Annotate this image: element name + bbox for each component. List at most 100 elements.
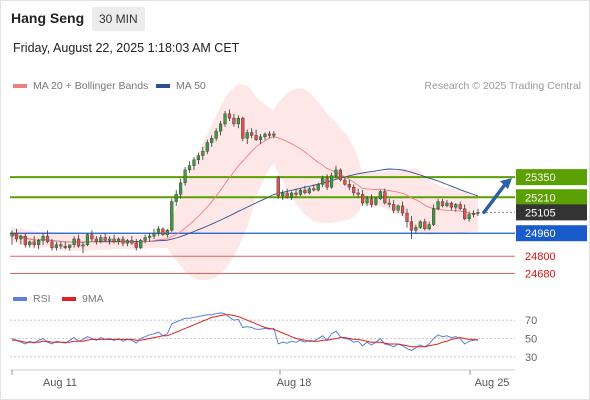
candle xyxy=(352,184,356,196)
candle-body xyxy=(347,184,351,188)
level-badge-24960 xyxy=(516,225,587,242)
candle xyxy=(356,188,360,198)
candle xyxy=(463,204,467,221)
candle xyxy=(471,210,476,218)
candle xyxy=(307,187,311,195)
candle-body xyxy=(183,169,187,184)
x-tick-label: Aug 11 xyxy=(43,377,77,389)
candle xyxy=(223,110,227,127)
candle xyxy=(458,201,462,211)
candle xyxy=(192,156,196,170)
candle-body xyxy=(471,212,476,215)
candle xyxy=(125,238,129,247)
candle xyxy=(298,188,303,196)
candle-body xyxy=(205,142,209,152)
candle xyxy=(134,238,138,251)
level-label-25210: 25210 xyxy=(525,192,556,204)
candle xyxy=(392,200,396,214)
candle-body xyxy=(414,227,418,231)
candle xyxy=(241,116,245,142)
candle xyxy=(236,115,240,129)
level-label-24960: 24960 xyxy=(525,228,556,240)
candle xyxy=(387,198,391,208)
candle-body xyxy=(361,194,365,204)
level-badge-25105 xyxy=(516,204,587,221)
candle-body xyxy=(418,221,422,228)
candle-body xyxy=(147,235,152,238)
ma20-swatch xyxy=(13,84,27,88)
candle xyxy=(281,190,285,201)
candle-body xyxy=(263,133,267,138)
candle-body xyxy=(187,165,192,171)
candle xyxy=(59,241,63,250)
candle xyxy=(85,233,90,247)
candle-body xyxy=(108,238,112,241)
candle-body xyxy=(298,189,303,195)
timeframe-button[interactable]: 30 MIN xyxy=(92,7,145,31)
candle-body xyxy=(165,230,169,235)
candle xyxy=(218,121,223,136)
candle xyxy=(267,131,272,139)
candle xyxy=(409,215,414,239)
level-badge-25210 xyxy=(516,189,587,206)
candle xyxy=(50,238,54,251)
candle xyxy=(81,241,85,254)
candle xyxy=(63,241,67,250)
candle xyxy=(170,198,174,232)
candle xyxy=(139,238,143,250)
candle-body xyxy=(63,245,67,248)
candle-body xyxy=(276,176,280,197)
candle-body xyxy=(458,204,462,209)
candle xyxy=(383,188,387,205)
candle-body xyxy=(68,244,72,248)
rsi-swatch xyxy=(13,297,27,301)
candle xyxy=(454,203,458,212)
candle xyxy=(32,236,36,248)
candle xyxy=(116,237,121,245)
candle-body xyxy=(170,201,174,231)
candle xyxy=(37,238,41,250)
candle-body xyxy=(378,191,382,199)
candle-body xyxy=(85,234,90,245)
candle-body xyxy=(134,243,138,248)
candle-body xyxy=(356,192,360,195)
candle xyxy=(161,227,165,237)
candle xyxy=(467,211,471,222)
candle xyxy=(130,236,134,245)
candle-body xyxy=(45,235,50,243)
candle-body xyxy=(112,238,116,243)
candle-body xyxy=(254,135,258,140)
level-badge-25350 xyxy=(516,169,587,186)
candle xyxy=(427,221,431,231)
candle-body xyxy=(14,233,19,240)
candle xyxy=(10,230,14,245)
candle-body xyxy=(32,241,36,245)
candle-body xyxy=(294,192,298,195)
datetime-label: Friday, August 22, 2025 1:18:03 AM CET xyxy=(13,41,240,55)
rsi-tick-label: 50 xyxy=(525,334,537,346)
candle xyxy=(378,190,382,201)
header-bar: Hang Seng 30 MIN xyxy=(0,0,590,36)
candle xyxy=(312,184,316,192)
candle xyxy=(321,175,325,188)
candle xyxy=(294,188,298,198)
candle xyxy=(23,233,27,248)
candle-body xyxy=(210,138,214,143)
candle-body xyxy=(54,244,58,248)
candle-body xyxy=(432,208,436,225)
candle-body xyxy=(449,202,453,208)
candle-body xyxy=(400,205,405,214)
candle-body xyxy=(436,201,440,209)
candle-body xyxy=(272,133,276,136)
candle-body xyxy=(467,214,471,220)
candle xyxy=(250,128,254,139)
legend-ma20: MA 20 + Bollinger Bands xyxy=(13,80,148,92)
rsi-tick-label: 70 xyxy=(525,315,537,327)
candle-body xyxy=(99,237,103,243)
candle-body xyxy=(50,241,54,248)
candle xyxy=(232,113,236,127)
candle-body xyxy=(139,240,143,248)
candle-body xyxy=(285,192,289,198)
candle-body xyxy=(312,188,316,191)
